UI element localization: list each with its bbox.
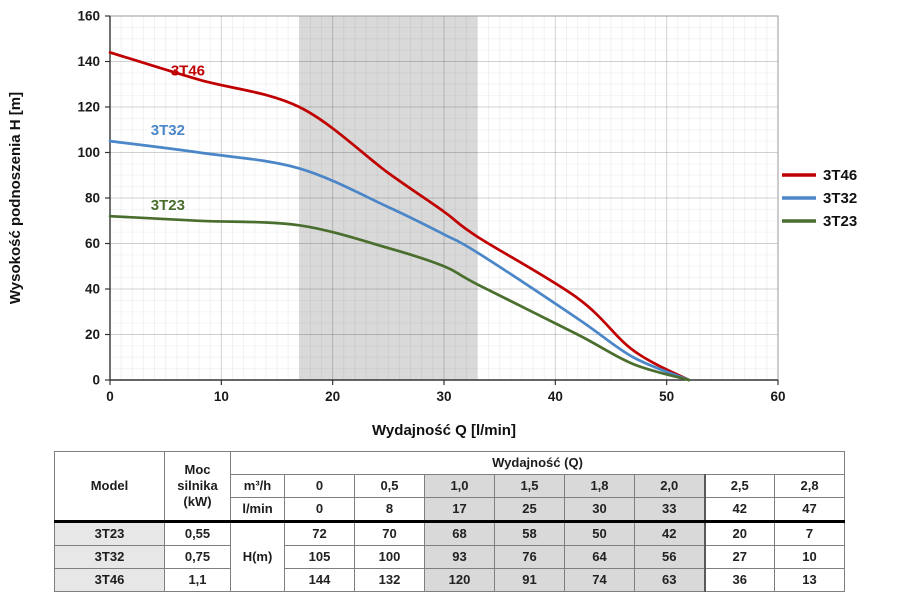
y-axis-title: Wysokość podnoszenia H [m] xyxy=(7,92,24,304)
h-value: 63 xyxy=(634,568,706,592)
x-tick-label: 30 xyxy=(436,389,451,404)
x-tick-label: 20 xyxy=(325,389,340,404)
legend-label-3T32: 3T32 xyxy=(823,190,857,207)
series-label-3T46: 3T46 xyxy=(171,63,205,80)
h-value: 132 xyxy=(354,568,425,592)
x-tick-label: 10 xyxy=(214,389,229,404)
lmin-value: 25 xyxy=(494,497,565,523)
lmin-value: 47 xyxy=(773,497,846,523)
h-value: 56 xyxy=(634,545,706,569)
lmin-value: 8 xyxy=(354,497,425,523)
h-value: 120 xyxy=(424,568,495,592)
x-tick-label: 50 xyxy=(659,389,674,404)
h-value: 7 xyxy=(773,521,846,546)
x-tick-label: 60 xyxy=(770,389,785,404)
lmin-value: 33 xyxy=(634,497,706,523)
model-cell: 3T46 xyxy=(54,568,165,592)
h-value: 100 xyxy=(354,545,425,569)
unit-h-header: H(m) xyxy=(230,521,285,592)
pump-performance-chart: 0 20 40 60 80 100 120 140 160 0 10 20 30 40 50 60 Wydajn… xyxy=(7,9,857,439)
power-cell: 0,75 xyxy=(164,545,231,569)
y-tick-label: 80 xyxy=(85,191,100,206)
series-label-3T23: 3T23 xyxy=(151,197,185,214)
table-row: 3T46 1,1 144 132 120 91 74 63 36 13 xyxy=(54,568,846,592)
y-tick-label: 0 xyxy=(92,373,100,388)
series-line-3T46 xyxy=(108,51,691,382)
page: 0 20 40 60 80 100 120 140 160 0 10 20 30 40 50 60 Wydajn… xyxy=(0,9,898,592)
h-value: 13 xyxy=(773,568,846,592)
h-value: 70 xyxy=(354,521,425,546)
table-row: 3T32 0,75 105 100 93 76 64 56 27 10 xyxy=(54,545,846,569)
h-value: 27 xyxy=(704,545,775,569)
h-value: 50 xyxy=(564,521,635,546)
m3h-value: 1,0 xyxy=(424,474,495,498)
unit-lmin-header: l/min xyxy=(230,497,285,523)
series-line-3T23 xyxy=(108,214,691,382)
y-tick-label: 160 xyxy=(77,9,100,24)
spec-table: Model Moc silnika (kW) Wydajność (Q) m³/h 0 0… xyxy=(54,451,846,592)
series-line-3T32 xyxy=(108,139,691,382)
legend-label-3T23: 3T23 xyxy=(823,213,857,230)
legend-label-3T46: 3T46 xyxy=(823,167,857,184)
x-axis-title: Wydajność Q [l/min] xyxy=(372,422,516,439)
h-value: 91 xyxy=(494,568,565,592)
lmin-value: 30 xyxy=(564,497,635,523)
h-value: 105 xyxy=(284,545,355,569)
h-value: 144 xyxy=(284,568,355,592)
lmin-value: 17 xyxy=(424,497,495,523)
h-value: 74 xyxy=(564,568,635,592)
h-value: 93 xyxy=(424,545,495,569)
y-tick-label: 120 xyxy=(77,100,100,115)
table-row: 3T23 0,55 H(m) 72 70 68 58 50 42 20 7 xyxy=(54,521,846,592)
y-tick-label: 40 xyxy=(85,282,100,297)
x-tick-label: 40 xyxy=(548,389,563,404)
flow-group-header: Wydajność (Q) xyxy=(229,451,846,475)
y-tick-label: 60 xyxy=(85,236,100,251)
chart-canvas: 0 20 40 60 80 100 120 140 160 0 10 20 30 40 50 60 Wydajn… xyxy=(7,9,857,439)
y-tick-label: 140 xyxy=(77,54,100,69)
y-tick-label: 20 xyxy=(85,327,100,342)
h-value: 76 xyxy=(494,545,565,569)
h-value: 64 xyxy=(564,545,635,569)
h-value: 72 xyxy=(284,521,355,546)
h-value: 58 xyxy=(494,521,565,546)
h-value: 42 xyxy=(634,521,706,546)
lmin-value: 0 xyxy=(284,497,355,523)
m3h-value: 0 xyxy=(284,474,355,498)
m3h-value: 0,5 xyxy=(354,474,425,498)
h-value: 36 xyxy=(704,568,775,592)
model-header: Model xyxy=(54,451,165,523)
power-cell: 0,55 xyxy=(164,521,231,546)
m3h-value: 2,0 xyxy=(634,474,706,498)
model-cell: 3T32 xyxy=(54,545,165,569)
x-tick-label: 0 xyxy=(106,389,114,404)
m3h-value: 2,8 xyxy=(773,474,846,498)
h-value: 10 xyxy=(773,545,846,569)
lmin-value: 42 xyxy=(704,497,775,523)
operating-range-band xyxy=(299,16,478,380)
m3h-value: 1,8 xyxy=(564,474,635,498)
power-header: Moc silnika (kW) xyxy=(164,451,231,523)
power-cell: 1,1 xyxy=(164,568,231,592)
m3h-value: 1,5 xyxy=(494,474,565,498)
model-cell: 3T23 xyxy=(54,521,165,546)
series-label-3T32: 3T32 xyxy=(151,122,185,139)
spec-table-wrap: Model Moc silnika (kW) Wydajność (Q) m³/h 0 0… xyxy=(0,451,898,592)
y-tick-label: 100 xyxy=(77,145,100,160)
h-value: 20 xyxy=(704,521,775,546)
m3h-value: 2,5 xyxy=(704,474,775,498)
h-value: 68 xyxy=(424,521,495,546)
unit-m3h-header: m³/h xyxy=(230,474,285,498)
